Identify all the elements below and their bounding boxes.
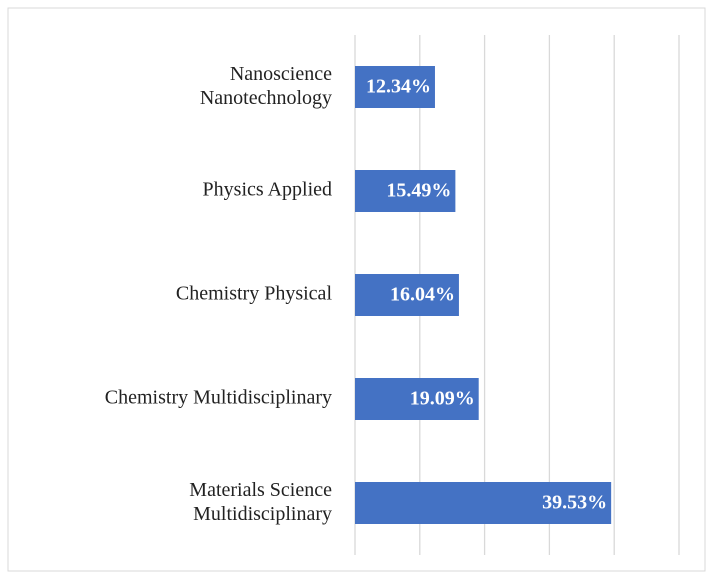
category-label: Chemistry Physical [176,283,333,305]
value-label: 12.34% [366,76,431,98]
bar [355,482,612,524]
bar [355,66,435,108]
value-label: 19.09% [410,388,475,410]
category-label: Nanoscience Nanotechnology [200,63,332,109]
value-label: 16.04% [390,284,455,306]
category-label: Chemistry Multidisciplinary [105,387,332,409]
bar [355,274,459,316]
category-label: Materials Science Multidisciplinary [189,479,332,525]
bar [355,378,479,420]
bar [355,170,456,212]
value-label: 15.49% [386,180,451,202]
value-label: 39.53% [542,492,607,514]
category-label: Physics Applied [203,179,332,201]
